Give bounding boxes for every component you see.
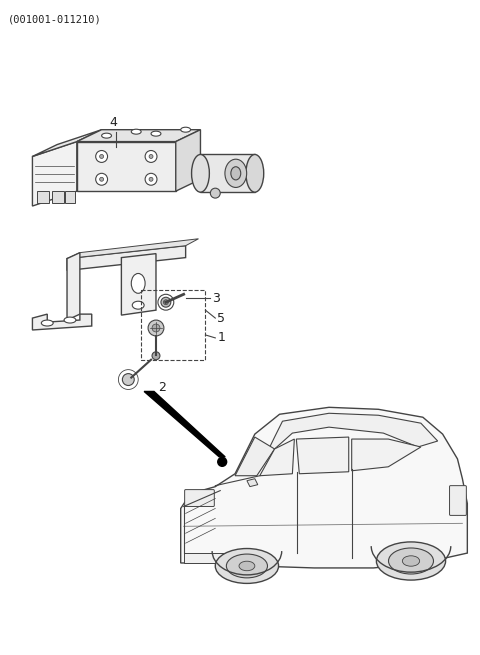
Ellipse shape (376, 542, 445, 580)
Ellipse shape (131, 273, 145, 293)
Text: 4: 4 (109, 116, 118, 128)
Polygon shape (52, 191, 64, 203)
Circle shape (100, 155, 104, 159)
Circle shape (218, 457, 227, 466)
Circle shape (149, 155, 153, 159)
Ellipse shape (402, 556, 420, 566)
Ellipse shape (246, 155, 264, 192)
Text: 2: 2 (158, 381, 166, 394)
Polygon shape (37, 191, 49, 203)
Polygon shape (257, 413, 438, 474)
Polygon shape (67, 246, 186, 271)
Circle shape (96, 151, 108, 162)
Polygon shape (247, 479, 258, 487)
Ellipse shape (388, 548, 433, 574)
FancyBboxPatch shape (185, 490, 214, 506)
Polygon shape (180, 407, 468, 568)
Circle shape (163, 300, 168, 305)
Ellipse shape (132, 301, 144, 309)
Ellipse shape (216, 548, 278, 584)
Polygon shape (296, 437, 349, 474)
Polygon shape (77, 130, 201, 141)
Polygon shape (121, 253, 156, 315)
Ellipse shape (192, 155, 209, 192)
Polygon shape (65, 191, 75, 203)
Ellipse shape (41, 320, 53, 326)
Ellipse shape (151, 131, 161, 136)
Circle shape (145, 151, 157, 162)
Circle shape (96, 174, 108, 185)
Polygon shape (176, 130, 201, 191)
Circle shape (100, 178, 104, 181)
Circle shape (145, 174, 157, 185)
Polygon shape (184, 553, 225, 563)
Circle shape (210, 188, 220, 198)
Text: 3: 3 (212, 291, 220, 305)
Polygon shape (67, 253, 80, 320)
Text: 5: 5 (217, 312, 225, 325)
Ellipse shape (180, 127, 191, 132)
FancyBboxPatch shape (201, 155, 255, 192)
Circle shape (152, 324, 160, 332)
Polygon shape (260, 439, 294, 476)
Polygon shape (235, 437, 275, 476)
Circle shape (152, 352, 160, 360)
Ellipse shape (64, 317, 76, 323)
Polygon shape (77, 141, 176, 191)
Polygon shape (33, 314, 92, 330)
Polygon shape (352, 439, 421, 471)
Circle shape (148, 320, 164, 336)
Polygon shape (33, 130, 102, 157)
Ellipse shape (239, 561, 255, 571)
Polygon shape (67, 239, 199, 259)
Polygon shape (77, 130, 102, 191)
Ellipse shape (131, 129, 141, 134)
Ellipse shape (231, 167, 241, 180)
Polygon shape (144, 392, 225, 457)
Text: (001001-011210): (001001-011210) (8, 14, 101, 25)
Polygon shape (33, 141, 77, 206)
Ellipse shape (225, 159, 247, 187)
Circle shape (161, 297, 171, 307)
FancyBboxPatch shape (450, 485, 467, 515)
Text: 1: 1 (217, 331, 225, 345)
Ellipse shape (227, 554, 267, 578)
Circle shape (149, 178, 153, 181)
Ellipse shape (102, 133, 111, 138)
Circle shape (122, 373, 134, 386)
